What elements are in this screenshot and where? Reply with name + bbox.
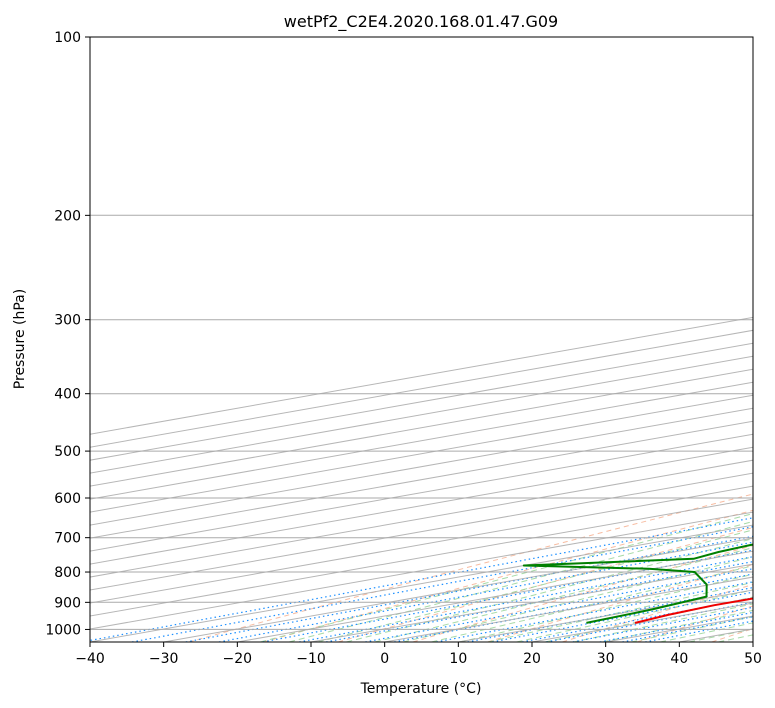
y-tick-label: 700 — [54, 531, 81, 547]
x-axis: −40 −30 −20 −10 0 10 20 30 40 50 — [75, 642, 762, 667]
y-axis-label: Pressure (hPa) — [12, 289, 28, 389]
x-tick-label: −40 — [75, 651, 105, 667]
isotherm-gridline — [90, 407, 753, 526]
isotherm-gridline — [752, 641, 753, 642]
isotherm-gridline — [90, 524, 753, 642]
x-tick-label: 10 — [449, 651, 467, 667]
chart-title: wetPf2_C2E4.2020.168.01.47.G09 — [284, 12, 558, 32]
isotherm-gridline — [90, 381, 753, 500]
isotherm-gridline — [90, 459, 753, 578]
mixing-ratio-line — [299, 556, 753, 642]
moist-adiabat — [459, 573, 753, 642]
isotherm-gridline — [90, 485, 753, 604]
isotherm-gridline — [90, 316, 753, 435]
x-tick-label: 40 — [670, 651, 688, 667]
mixing-ratio-line — [365, 568, 753, 642]
isotherm-gridline — [384, 576, 753, 642]
y-tick-label: 600 — [54, 491, 81, 507]
mixing-ratio-line — [131, 526, 753, 642]
x-tick-label: 0 — [380, 651, 389, 667]
moist-adiabat — [573, 603, 753, 642]
moist-adiabat — [260, 513, 753, 642]
isotherm-gridline — [90, 329, 753, 448]
isotherm-gridline — [90, 472, 753, 591]
x-tick-label: −20 — [223, 651, 253, 667]
y-tick-label: 1000 — [45, 622, 81, 638]
x-tick-label: 30 — [597, 651, 615, 667]
dry-adiabat — [338, 527, 753, 642]
moist-adiabat — [516, 589, 753, 642]
x-axis-label: Temperature (°C) — [360, 681, 482, 697]
moist-adiabat — [688, 628, 753, 642]
moist-adiabat — [346, 538, 753, 642]
x-tick-label: 50 — [744, 651, 762, 667]
isotherm-gridline — [237, 550, 753, 642]
moist-adiabat — [317, 529, 753, 642]
y-tick-label: 400 — [54, 387, 81, 403]
isotherm-gridline — [90, 433, 753, 552]
isotherm-gridline — [679, 628, 753, 642]
x-tick-label: −10 — [296, 651, 326, 667]
x-tick-label: 20 — [523, 651, 541, 667]
isotherm-gridline — [90, 498, 753, 617]
y-tick-label: 300 — [54, 313, 81, 329]
isotherm-gridline — [90, 368, 753, 487]
isotherm-gridline — [90, 394, 753, 513]
moist-adiabat — [544, 596, 753, 642]
y-tick-label: 900 — [54, 595, 81, 611]
mixing-ratio-line — [325, 560, 753, 642]
moist-adiabat — [374, 547, 753, 642]
moist-adiabat — [718, 634, 753, 642]
isotherm-gridline — [163, 537, 753, 642]
moist-adiabat — [602, 609, 753, 642]
profile-lines — [522, 543, 753, 624]
isotherm-gridline — [458, 589, 753, 642]
isotherm-gridline — [90, 446, 753, 565]
y-tick-label: 100 — [54, 30, 81, 46]
dry-adiabat — [188, 493, 753, 642]
temperature-line — [634, 597, 753, 624]
x-tick-label: −30 — [149, 651, 179, 667]
isotherm-gridline — [90, 355, 753, 474]
isotherm-gridline — [90, 420, 753, 539]
y-tick-label: 200 — [54, 208, 81, 224]
moist-adiabat — [288, 520, 753, 642]
isotherm-gridline — [90, 511, 753, 630]
dewpoint-line — [522, 543, 753, 624]
isotherm-gridlines — [90, 316, 753, 642]
moist-adiabat — [487, 581, 753, 642]
moist-adiabat — [402, 556, 753, 642]
isotherm-gridline — [90, 342, 753, 461]
mixing-ratio-line — [394, 573, 753, 642]
dry-adiabats — [188, 493, 753, 642]
plot-frame — [89, 36, 754, 643]
y-axis: 100 200 300 400 500 600 700 800 900 1000 — [45, 30, 90, 638]
y-tick-label: 500 — [54, 444, 81, 460]
pressure-gridlines — [90, 37, 753, 630]
dry-adiabat — [562, 583, 753, 642]
moist-adiabat — [431, 565, 753, 642]
mixing-ratio-line — [436, 581, 753, 642]
y-tick-label: 800 — [54, 565, 81, 581]
